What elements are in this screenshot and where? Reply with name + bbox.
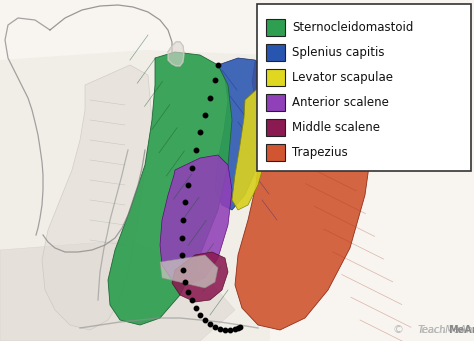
FancyBboxPatch shape (257, 4, 471, 171)
Text: Sternocleidomastoid: Sternocleidomastoid (292, 21, 413, 34)
FancyBboxPatch shape (266, 19, 285, 36)
FancyBboxPatch shape (266, 119, 285, 136)
Polygon shape (108, 52, 232, 325)
Text: Splenius capitis: Splenius capitis (292, 46, 384, 59)
Text: Levator scapulae: Levator scapulae (292, 71, 393, 84)
Text: ©: © (392, 325, 403, 335)
Polygon shape (235, 52, 372, 330)
Text: Anterior scalene: Anterior scalene (292, 96, 389, 109)
Polygon shape (0, 240, 235, 341)
Polygon shape (0, 50, 270, 341)
Polygon shape (160, 155, 232, 285)
Text: MeAnatomy: MeAnatomy (448, 325, 474, 335)
Text: TeachMeAnatomy: TeachMeAnatomy (418, 325, 474, 335)
Text: Teach: Teach (418, 325, 446, 335)
FancyBboxPatch shape (266, 94, 285, 111)
FancyBboxPatch shape (266, 69, 285, 86)
FancyBboxPatch shape (266, 144, 285, 161)
Polygon shape (172, 252, 228, 302)
Polygon shape (160, 255, 218, 288)
Polygon shape (42, 65, 152, 330)
FancyBboxPatch shape (266, 44, 285, 61)
Polygon shape (215, 58, 272, 210)
Text: Trapezius: Trapezius (292, 146, 348, 159)
Polygon shape (168, 42, 184, 66)
Polygon shape (232, 88, 272, 210)
Text: Middle scalene: Middle scalene (292, 121, 380, 134)
